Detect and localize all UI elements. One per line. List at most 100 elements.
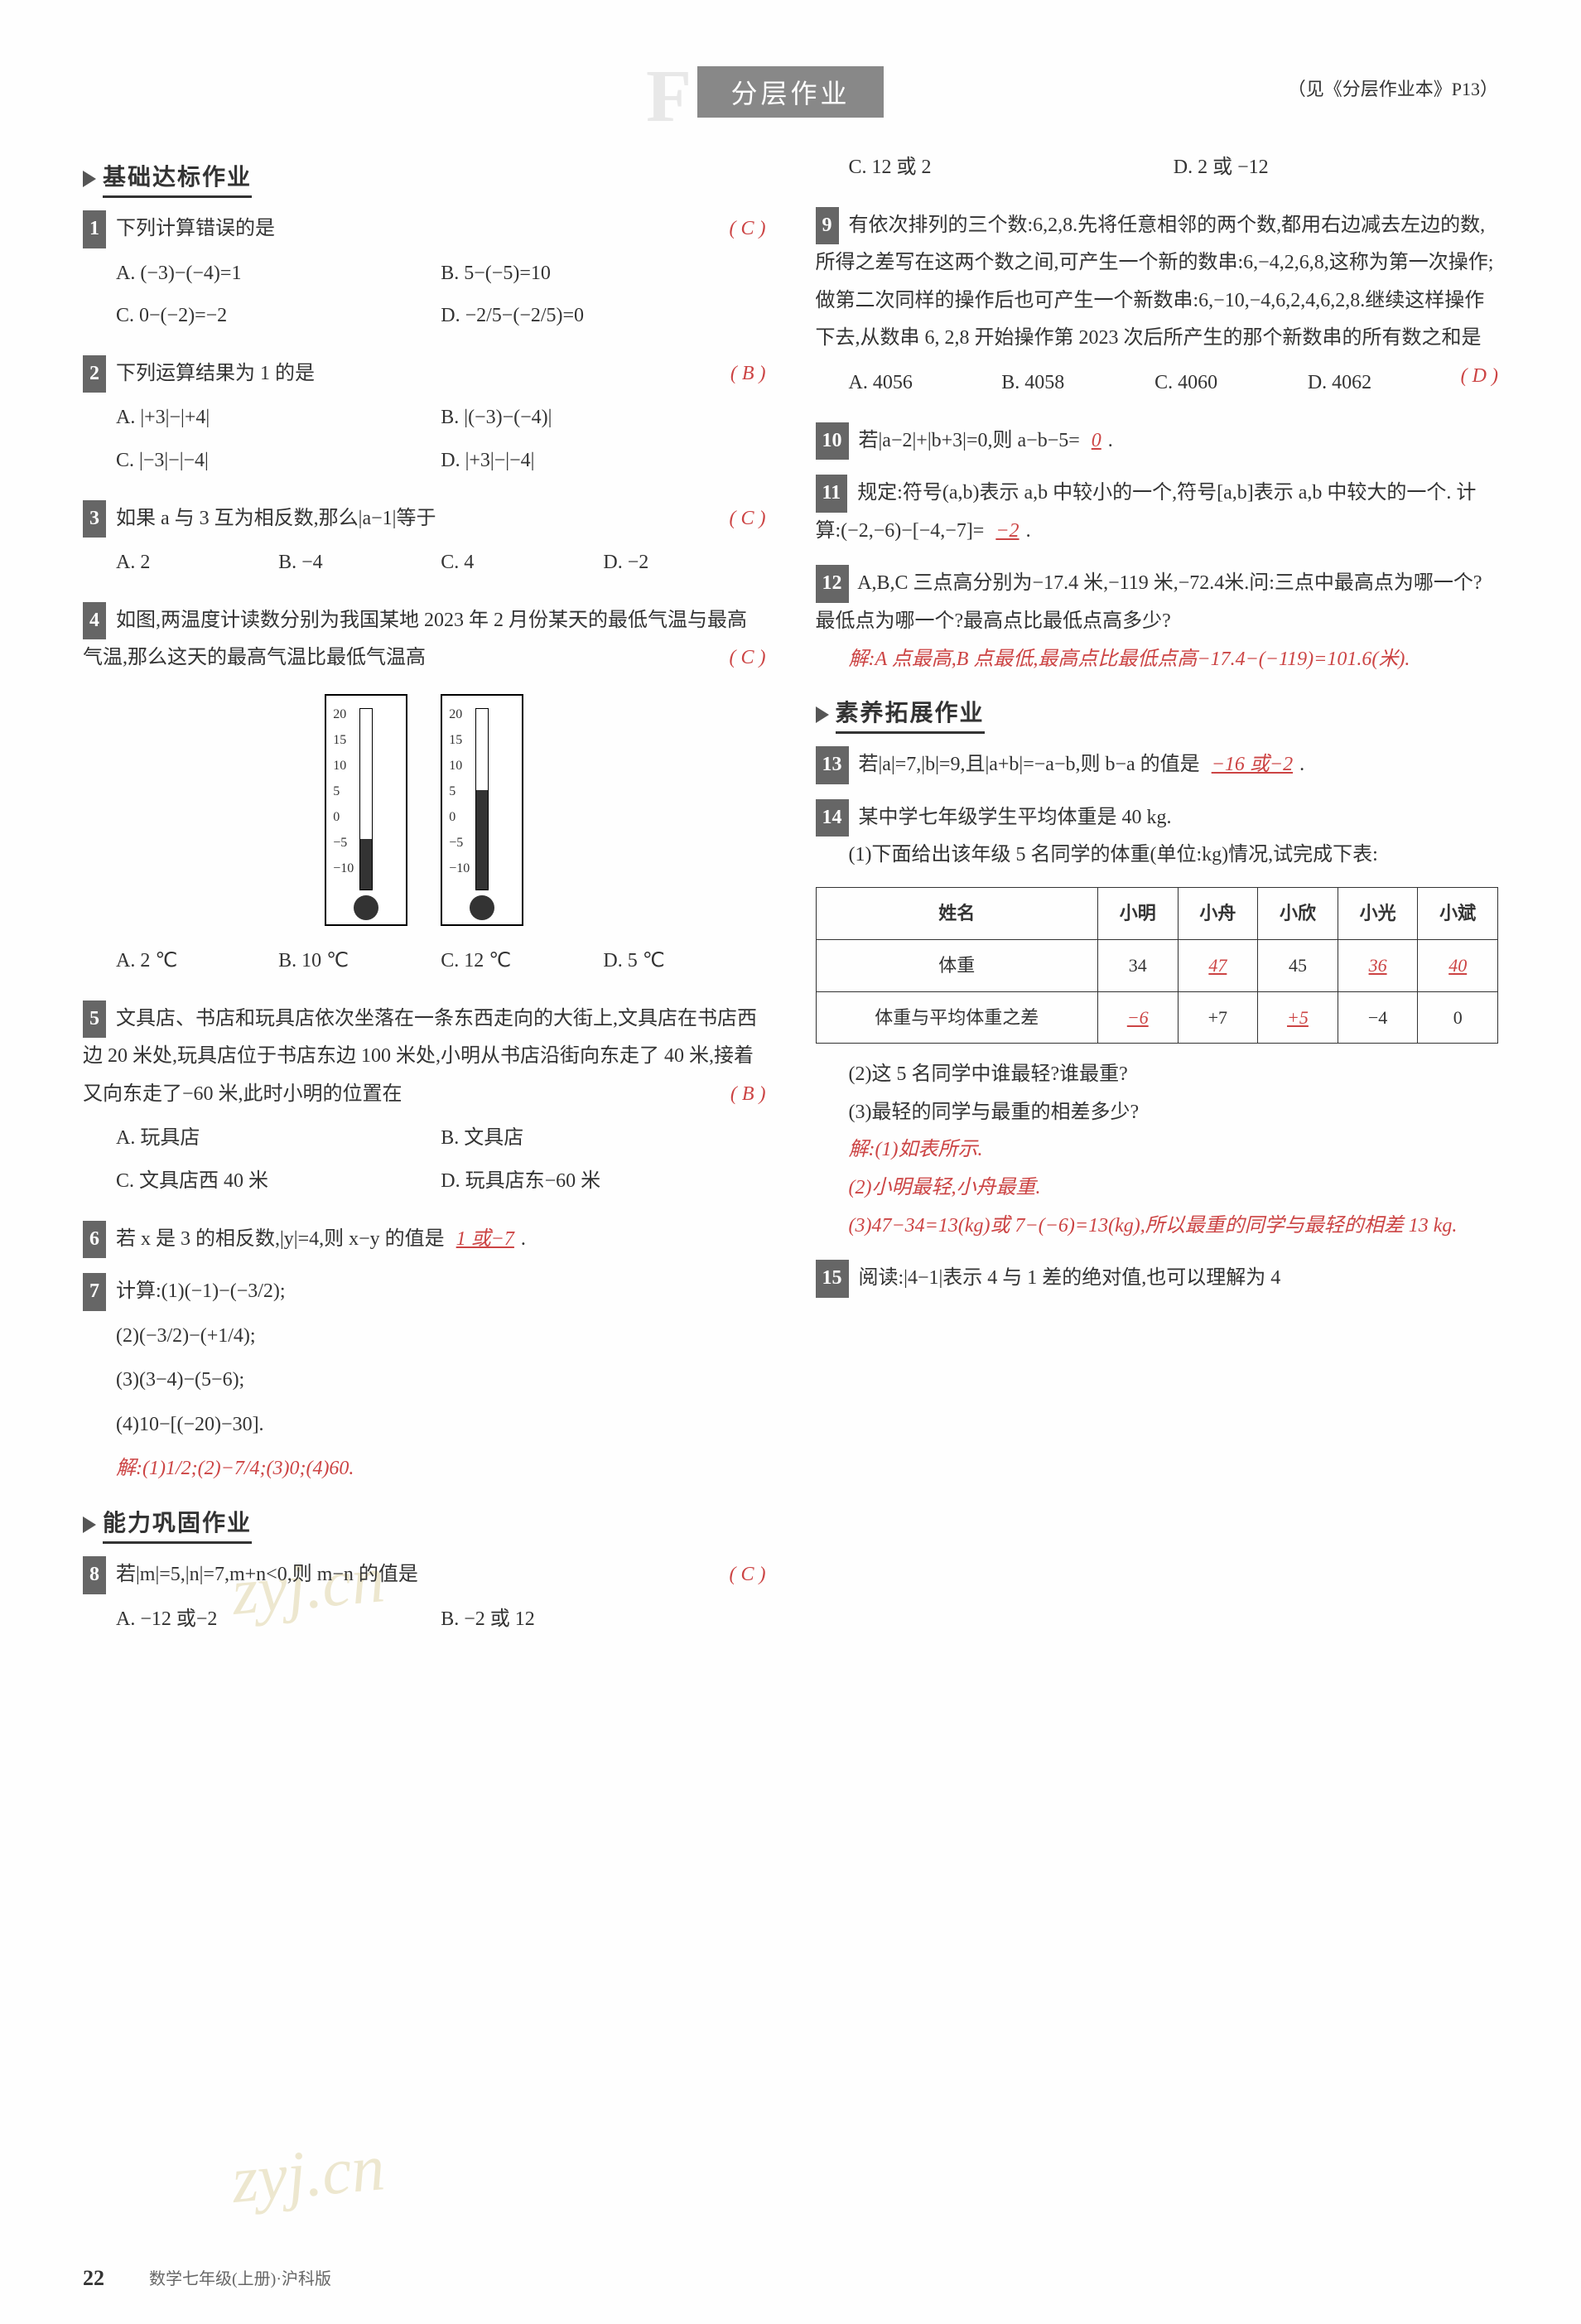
question-15: 15 阅读:|4−1|表示 4 与 1 差的绝对值,也可以理解为 4	[816, 1260, 1499, 1298]
watermark: zyj.cn	[229, 2130, 388, 2219]
table-cell: 34	[1097, 939, 1178, 991]
q1-optB: B. 5−(−5)=10	[441, 255, 765, 293]
question-9: 9 有依次排列的三个数:6,2,8.先将任意相邻的两个数,都用右边减去左边的数,…	[816, 207, 1499, 407]
qnum-12: 12	[816, 565, 849, 603]
q2-optA: A. |+3|−|+4|	[116, 399, 441, 437]
q4-optC: C. 12 ℃	[441, 943, 603, 981]
qnum-14: 14	[816, 799, 849, 837]
q14-sol2: (2)小明最轻,小舟最重.	[849, 1169, 1499, 1208]
q1-optA: A. (−3)−(−4)=1	[116, 255, 441, 293]
q14-sol3: (3)47−34=13(kg)或 7−(−6)=13(kg),所以最重的同学与最…	[849, 1208, 1499, 1246]
arrow-icon	[83, 171, 96, 187]
thermometer-1: 20151050−5−10	[325, 694, 407, 926]
q1-answer: ( C )	[730, 210, 766, 248]
q4-optD: D. 5 ℃	[603, 943, 765, 981]
q2-optB: B. |(−3)−(−4)|	[441, 399, 765, 437]
table-cell: +5	[1258, 991, 1338, 1044]
thermometer-figure: 20151050−5−10 20151050−5−10	[83, 694, 766, 926]
table-cell: 0	[1418, 991, 1498, 1044]
q9-text: 有依次排列的三个数:6,2,8.先将任意相邻的两个数,都用右边减去左边的数,所得…	[816, 215, 1494, 350]
q7-solution: 解:(1)1/2;(2)−7/4;(3)0;(4)60.	[116, 1450, 766, 1488]
table-cell: 45	[1258, 939, 1338, 991]
q3-optC: C. 4	[441, 544, 603, 582]
q3-optD: D. −2	[603, 544, 765, 582]
question-13: 13 若|a|=7,|b|=9,且|a+b|=−a−b,则 b−a 的值是 −1…	[816, 746, 1499, 784]
qnum-13: 13	[816, 746, 849, 784]
q3-optB: B. −4	[278, 544, 441, 582]
q5-optB: B. 文具店	[441, 1120, 765, 1158]
q2-answer: ( B )	[730, 355, 766, 393]
qnum-1: 1	[83, 210, 106, 248]
q13-text: 若|a|=7,|b|=9,且|a+b|=−a−b,则 b−a 的值是	[859, 754, 1200, 775]
q12-text: A,B,C 三点高分别为−17.4 米,−119 米,−72.4米.问:三点中最…	[816, 572, 1482, 632]
arrow-icon	[816, 706, 829, 723]
q3-text: 如果 a 与 3 互为相反数,那么|a−1|等于	[116, 508, 436, 529]
table-cell: 40	[1418, 939, 1498, 991]
q4-optB: B. 10 ℃	[278, 943, 441, 981]
q9-optD: D. 4062	[1308, 364, 1461, 403]
table-header: 小光	[1338, 887, 1418, 939]
q4-optA: A. 2 ℃	[116, 943, 278, 981]
q5-answer: ( B )	[730, 1076, 766, 1114]
q8-optB: B. −2 或 12	[441, 1601, 765, 1639]
table-cell: 体重与平均体重之差	[816, 991, 1097, 1044]
qnum-15: 15	[816, 1260, 849, 1298]
q8-optA: A. −12 或−2	[116, 1601, 441, 1639]
table-header: 小斌	[1418, 887, 1498, 939]
qnum-8: 8	[83, 1556, 106, 1594]
table-row: 姓名 小明 小舟 小欣 小光 小斌	[816, 887, 1498, 939]
table-cell: 36	[1338, 939, 1418, 991]
section-ability: 能力巩固作业	[103, 1505, 252, 1544]
q9-answer: ( D )	[1461, 358, 1498, 396]
q11-answer: −2	[989, 520, 1025, 542]
q8-options-cont: C. 12 或 2 D. 2 或 −12	[816, 149, 1499, 192]
question-14: 14 某中学七年级学生平均体重是 40 kg. (1)下面给出该年级 5 名同学…	[816, 799, 1499, 1246]
q14-text: 某中学七年级学生平均体重是 40 kg.	[859, 807, 1172, 828]
q1-text: 下列计算错误的是	[116, 218, 275, 239]
table-cell: 体重	[816, 939, 1097, 991]
q2-optC: C. |−3|−|−4|	[116, 442, 441, 480]
q7-sub4: (4)10−[(−20)−30].	[116, 1406, 766, 1444]
section-extend: 素养拓展作业	[836, 695, 985, 734]
question-2: 2 下列运算结果为 1 的是 ( B ) A. |+3|−|+4| B. |(−…	[83, 355, 766, 485]
q5-optD: D. 玩具店东−60 米	[441, 1163, 765, 1201]
question-12: 12 A,B,C 三点高分别为−17.4 米,−119 米,−72.4米.问:三…	[816, 565, 1499, 678]
table-cell: 47	[1178, 939, 1258, 991]
q3-optA: A. 2	[116, 544, 278, 582]
q7-sub2: (2)(−3/2)−(+1/4);	[116, 1318, 766, 1356]
table-header: 小明	[1097, 887, 1178, 939]
table-cell: −6	[1097, 991, 1178, 1044]
q3-answer: ( C )	[730, 500, 766, 538]
thermometer-2: 20151050−5−10	[441, 694, 523, 926]
question-7: 7 计算:(1)(−1)−(−3/2); (2)(−3/2)−(+1/4); (…	[83, 1273, 766, 1488]
question-3: 3 如果 a 与 3 互为相反数,那么|a−1|等于 ( C ) A. 2 B.…	[83, 500, 766, 587]
q12-solution: 解:A 点最高,B 点最低,最高点比最低点高−17.4−(−119)=101.6…	[849, 641, 1499, 679]
q5-optC: C. 文具店西 40 米	[116, 1163, 441, 1201]
qnum-2: 2	[83, 355, 106, 393]
q2-text: 下列运算结果为 1 的是	[116, 363, 315, 384]
page-title: 分层作业	[697, 66, 883, 118]
q6-answer: 1 或−7	[450, 1228, 521, 1250]
qnum-4: 4	[83, 602, 106, 640]
q1-optD: D. −2/5−(−2/5)=0	[441, 297, 765, 335]
weight-table: 姓名 小明 小舟 小欣 小光 小斌 体重 34 47 45 36 40	[816, 887, 1499, 1044]
q8-answer: ( C )	[730, 1556, 766, 1594]
question-4: 4 如图,两温度计读数分别为我国某地 2023 年 2 月份某天的最低气温与最高…	[83, 602, 766, 986]
question-1: 1 下列计算错误的是 ( C ) A. (−3)−(−4)=1 B. 5−(−5…	[83, 210, 766, 340]
q15-text: 阅读:|4−1|表示 4 与 1 差的绝对值,也可以理解为 4	[859, 1267, 1281, 1289]
arrow-icon	[83, 1516, 96, 1533]
q14-sub3: (3)最轻的同学与最重的相差多少?	[849, 1094, 1499, 1132]
q8-optC: C. 12 或 2	[849, 149, 1174, 187]
section-basic: 基础达标作业	[103, 159, 252, 198]
q10-answer: 0	[1085, 430, 1108, 451]
qnum-6: 6	[83, 1221, 106, 1259]
q1-optC: C. 0−(−2)=−2	[116, 297, 441, 335]
qnum-5: 5	[83, 1000, 106, 1039]
question-6: 6 若 x 是 3 的相反数,|y|=4,则 x−y 的值是 1 或−7.	[83, 1221, 766, 1259]
q14-sub2: (2)这 5 名同学中谁最轻?谁最重?	[849, 1056, 1499, 1094]
question-5: 5 文具店、书店和玩具店依次坐落在一条东西走向的大街上,文具店在书店西边 20 …	[83, 1000, 766, 1206]
header-reference: （见《分层作业本》P13）	[1288, 75, 1498, 101]
q6-text: 若 x 是 3 的相反数,|y|=4,则 x−y 的值是	[116, 1228, 445, 1250]
qnum-7: 7	[83, 1273, 106, 1311]
q5-optA: A. 玩具店	[116, 1120, 441, 1158]
